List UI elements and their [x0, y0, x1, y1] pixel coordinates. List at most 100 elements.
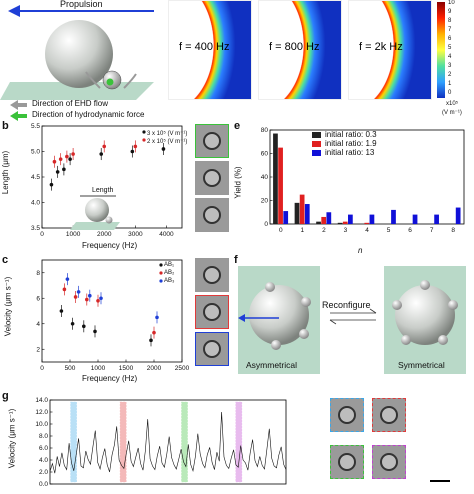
- panel-c-legend-2: AB₂: [164, 270, 175, 276]
- legend-marker: [159, 271, 163, 275]
- x-tick-label: 8: [451, 227, 455, 234]
- panel-c-chart: 0 500 1000 1500 2000 2500 2 4 6 8: [36, 259, 190, 372]
- reconfigure-label: Reconfigure: [322, 300, 371, 310]
- hydro-force-legend-arrow: [10, 111, 27, 121]
- highlight-window: [235, 401, 243, 483]
- micrograph-b-2: [195, 161, 229, 195]
- highlight-window: [181, 401, 188, 483]
- hydro-force-legend: Direction of hydrodynamic force: [32, 110, 145, 119]
- bar: [304, 204, 310, 224]
- data-point: [71, 152, 75, 156]
- panel-b-inset-particle: [70, 195, 120, 230]
- data-point: [96, 299, 100, 303]
- legend-label: initial ratio: 0.3: [325, 130, 377, 139]
- panel-letter-g: g: [2, 390, 9, 402]
- bar: [283, 211, 289, 224]
- colorbar-tick: 3: [448, 63, 452, 69]
- bar: [412, 214, 418, 224]
- data-point: [76, 290, 81, 294]
- data-point: [102, 144, 107, 149]
- colorbar-tick: 8: [448, 18, 452, 24]
- panel-b-length-annotation: Length: [92, 187, 114, 194]
- x-tick-label: 1000: [66, 231, 81, 238]
- legend-swatch: [312, 150, 321, 156]
- panel-g-chart: 0.0 2.0 4.0 6.0 8.0 10.0 12.0 14.0: [35, 397, 287, 488]
- colorbar-unit2: (V m⁻¹): [442, 110, 462, 116]
- panel-b-legend-2: 2 x 10⁵ (V m⁻¹): [147, 139, 188, 145]
- x-tick-label: 7: [430, 227, 434, 234]
- data-point: [65, 277, 70, 281]
- data-point: [73, 295, 78, 299]
- y-tick-label: 8: [36, 270, 40, 277]
- bar: [273, 133, 278, 224]
- micrograph-g-3: [330, 445, 364, 479]
- bar: [369, 214, 375, 224]
- data-point: [49, 182, 54, 187]
- y-tick-label: 80: [261, 127, 269, 134]
- bar: [337, 222, 343, 224]
- colorbar-tick: 4: [448, 54, 452, 60]
- colorbar-tick: 7: [448, 27, 452, 33]
- micrograph-g-1: [330, 398, 364, 432]
- y-tick-label: 2: [36, 346, 40, 353]
- x-tick-label: 3: [344, 227, 348, 234]
- colorbar-tick: 9: [448, 9, 452, 15]
- panel-c-legend-3: AB₃: [164, 278, 175, 284]
- legend-marker: [142, 138, 146, 142]
- asymmetrical-label: Asymmetrical: [246, 360, 298, 370]
- legend-label: initial ratio: 13: [325, 148, 375, 157]
- data-point: [62, 287, 67, 292]
- bar: [299, 194, 305, 224]
- data-point: [161, 147, 166, 151]
- colorbar-tick: 1: [448, 81, 452, 87]
- x-tick-label: 5: [387, 227, 391, 234]
- x-tick-label: 0: [279, 227, 283, 234]
- micrograph-c-2: [195, 295, 229, 329]
- y-tick-label: 5.0: [31, 149, 40, 156]
- legend-label: initial ratio: 1.9: [325, 139, 377, 148]
- y-tick-label: 0: [264, 221, 268, 228]
- data-point: [155, 315, 159, 320]
- x-tick-label: 2000: [147, 365, 162, 372]
- y-tick-label: 6.0: [39, 445, 48, 452]
- bar: [326, 212, 332, 224]
- x-tick-label: 1: [301, 227, 305, 234]
- x-tick-label: 1500: [119, 365, 134, 372]
- y-tick-label: 3.5: [31, 225, 40, 232]
- data-point: [152, 330, 156, 335]
- panel-b-ylabel: Length (μm): [1, 150, 11, 195]
- ehd-flow-legend-arrow: [10, 100, 27, 110]
- legend-marker: [159, 263, 163, 267]
- x-tick-label: 3000: [128, 231, 143, 238]
- y-tick-label: 4.5: [31, 174, 40, 181]
- field-label: f = 2k Hz: [359, 41, 403, 53]
- colorbar-tick: 6: [448, 36, 452, 42]
- x-tick-label: 2500: [175, 365, 190, 372]
- legend-marker: [142, 130, 146, 134]
- panel-e-chart: 0 20 40 60 80 0 1 2 3 4 5 6 7 8: [261, 127, 465, 234]
- y-tick-label: 40: [261, 174, 269, 181]
- x-tick-label: 2000: [97, 231, 112, 238]
- x-tick-label: 4000: [159, 231, 174, 238]
- x-tick-label: 0: [40, 231, 44, 238]
- colorbar-tick: 5: [448, 45, 452, 51]
- panel-c-legend-1: AB₁: [164, 262, 175, 268]
- y-tick-label: 4.0: [39, 457, 48, 464]
- data-point: [85, 297, 89, 302]
- field-map-400hz: f = 400 Hz: [168, 0, 252, 100]
- data-point: [93, 329, 97, 334]
- panel-b-chart: 0 1000 2000 3000 4000 3.5 4.0 4.5 5.0 5.5: [31, 123, 183, 238]
- field-map-800hz: f = 800 Hz: [258, 0, 342, 100]
- panel-g-ylabel: Velocity (μm s⁻¹): [7, 408, 17, 469]
- attached-particles-left: [265, 282, 311, 350]
- panel-letter-b: b: [2, 120, 9, 132]
- bar: [342, 221, 348, 224]
- field-label: f = 400 Hz: [179, 41, 230, 53]
- y-tick-label: 4: [36, 321, 40, 328]
- x-tick-label: 6: [408, 227, 412, 234]
- colorbar-tick: 0: [448, 90, 452, 96]
- data-point: [55, 170, 60, 174]
- x-tick-label: 500: [65, 365, 76, 372]
- data-point: [130, 149, 135, 154]
- janus-particle-illustration: [0, 20, 154, 100]
